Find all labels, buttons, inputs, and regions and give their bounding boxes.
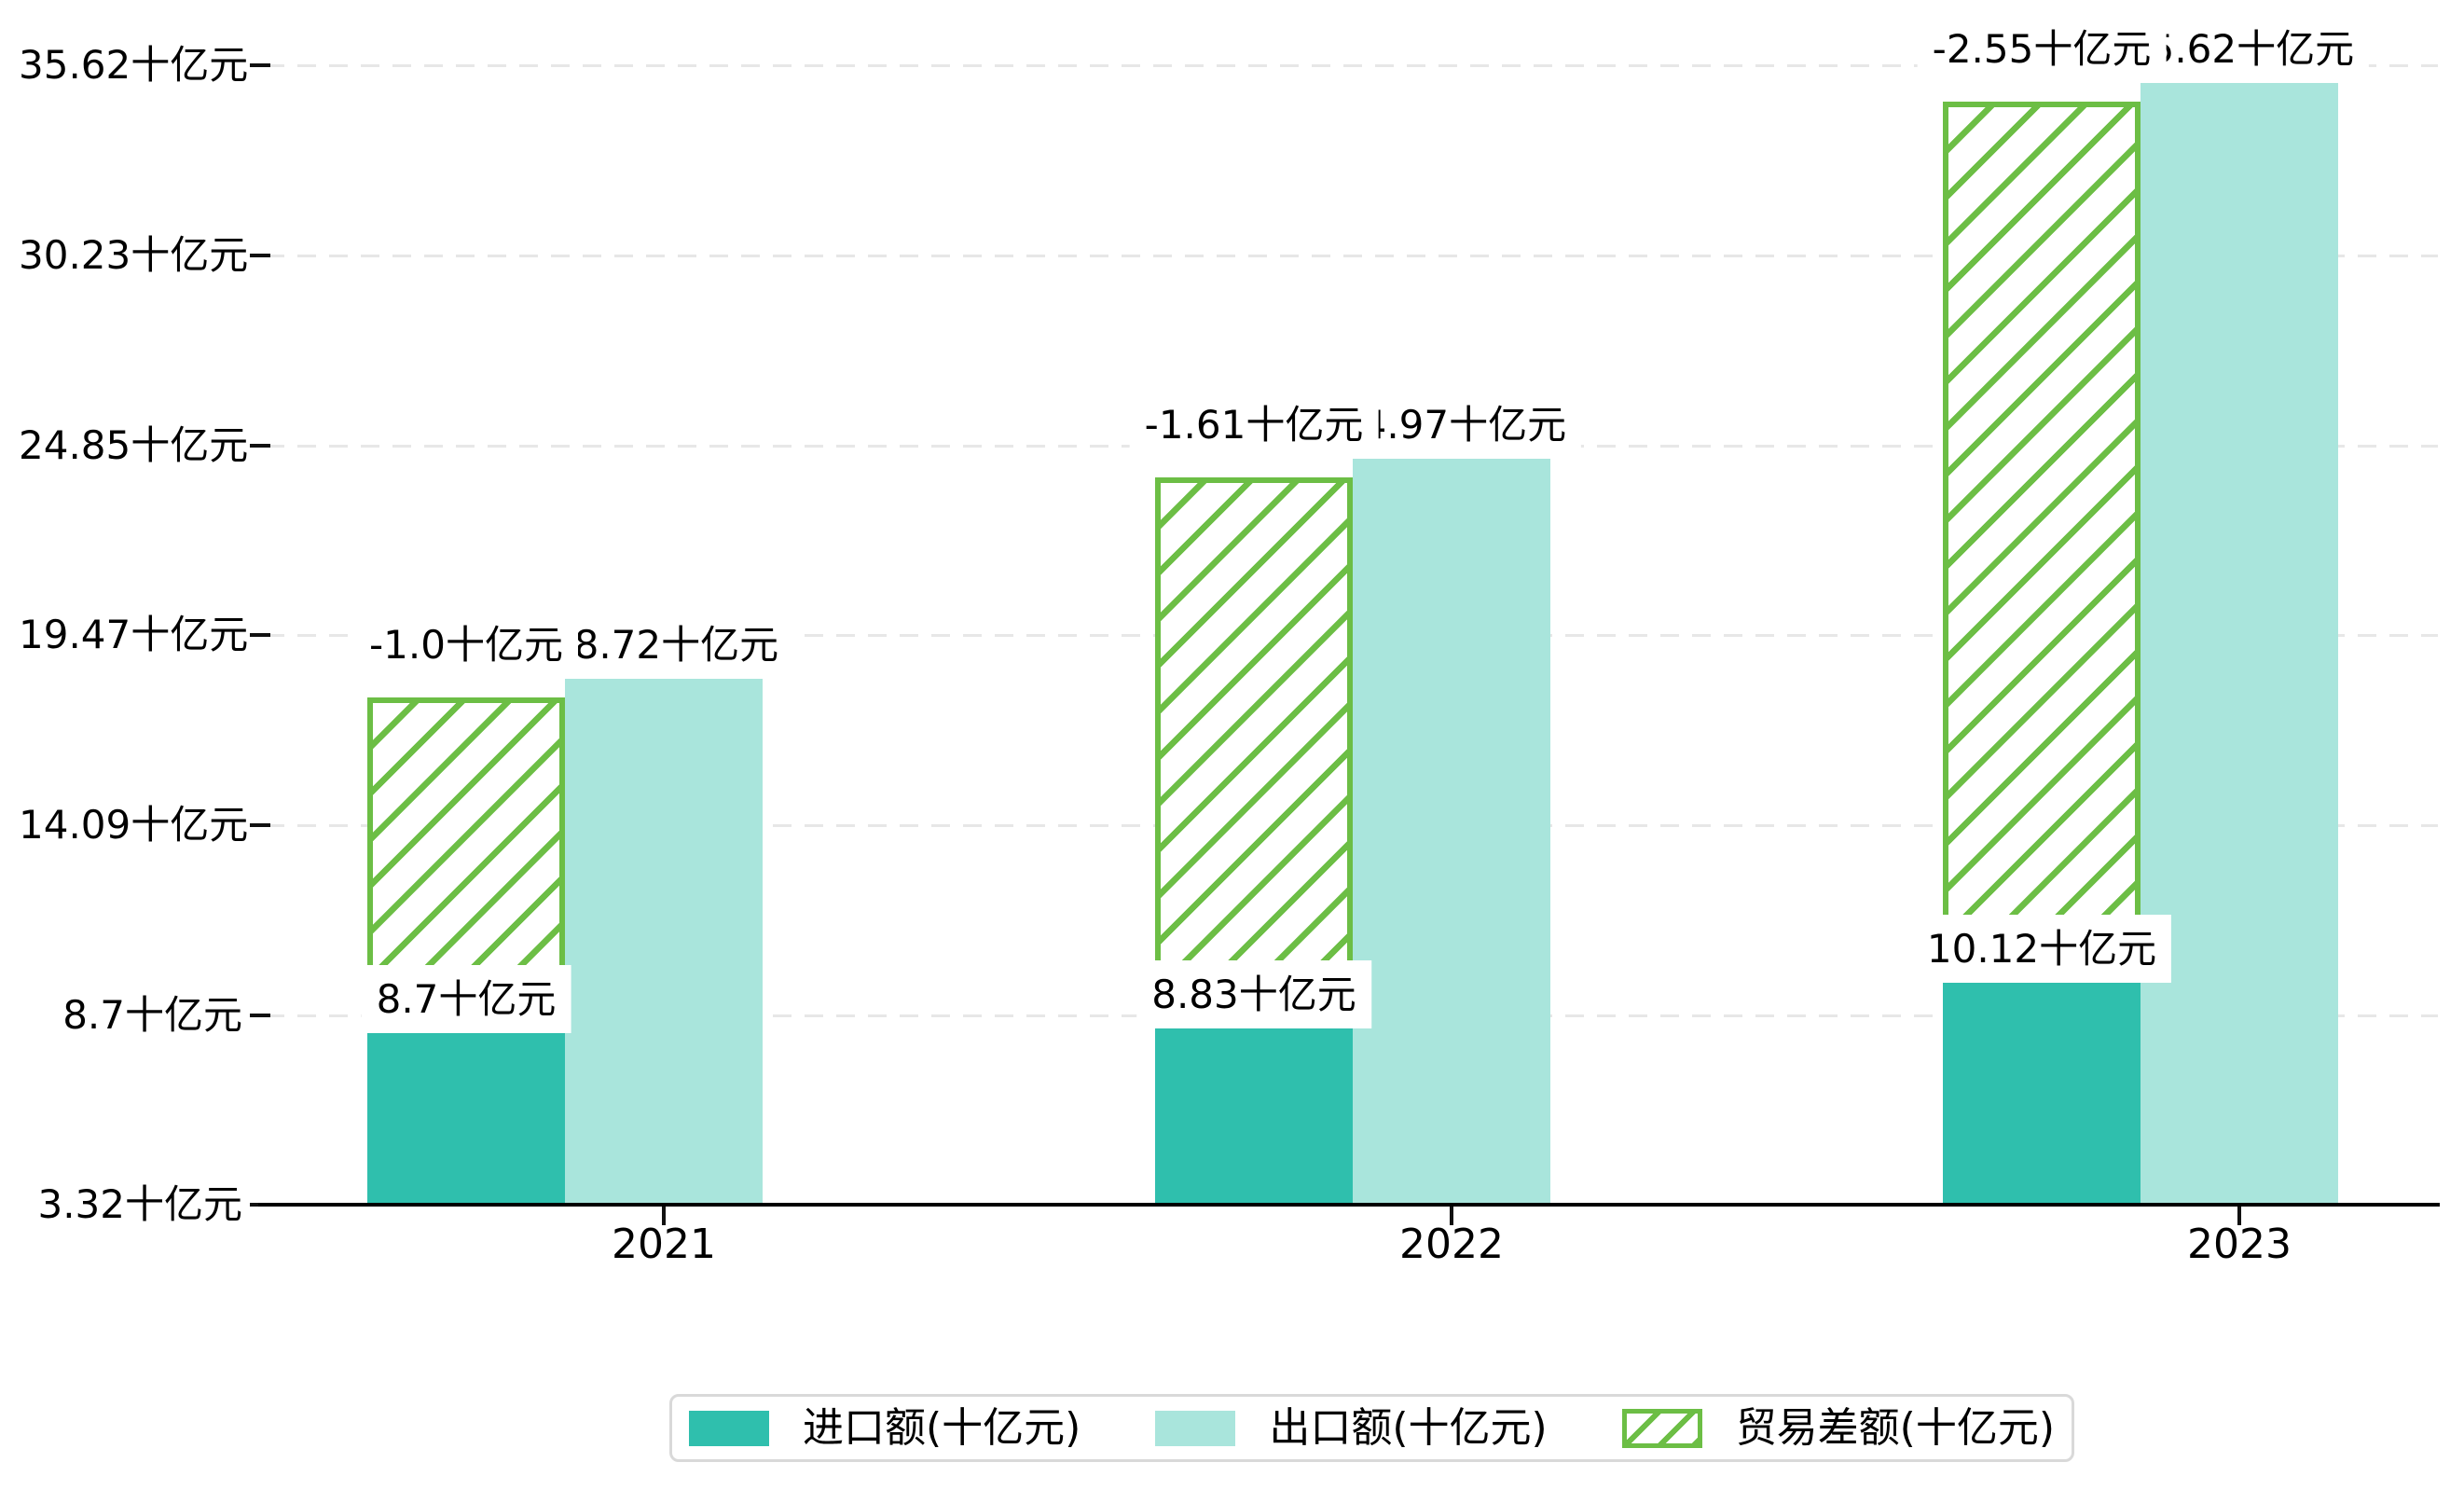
- import-data-label-2023: 10.12十亿元: [1911, 915, 2172, 983]
- export-bar-2023: [2141, 65, 2338, 1205]
- import-bar-2021: [367, 1015, 565, 1205]
- legend-swatch-import-icon: [689, 1410, 769, 1446]
- trade-balance-bar-2022: [1155, 477, 1353, 960]
- x-axis-label-2023: 2023: [2187, 1221, 2292, 1268]
- import-data-label-2022: 8.83十亿元: [1136, 960, 1371, 1028]
- x-axis-tick-mark: [1450, 1207, 1453, 1225]
- legend-item-trade-balance: 贸易差额(十亿元): [1621, 1403, 2056, 1452]
- legend-label-import: 进口额(十亿元): [803, 1403, 1081, 1452]
- y-axis-tick-label: 14.09十亿元: [19, 802, 249, 848]
- x-axis-label-2021: 2021: [612, 1221, 716, 1268]
- legend-item-import: 进口额(十亿元): [689, 1403, 1081, 1452]
- legend-swatch-trade-balance-icon: [1621, 1408, 1702, 1448]
- x-axis-label-2022: 2022: [1399, 1221, 1504, 1268]
- trade-balance-data-label-2022: -1.61十亿元: [1129, 391, 1379, 459]
- y-axis-tick-label: 30.23十亿元: [19, 232, 249, 278]
- export-bar-2021: [565, 661, 763, 1205]
- trade-balance-bar-2021: [367, 697, 565, 965]
- x-axis-tick-mark: [662, 1207, 666, 1225]
- trade-balance-bar-2023: [1943, 102, 2141, 915]
- import-bar-2022: [1155, 1011, 1353, 1205]
- import-bar-2023: [1943, 965, 2141, 1205]
- y-axis-tick-mark: [250, 63, 270, 67]
- y-axis-tick-label: 3.32十亿元: [37, 1181, 242, 1227]
- export-data-label-2021: 18.72十亿元: [533, 611, 794, 679]
- trade-balance-data-label-2023: -2.55十亿元: [1917, 15, 2167, 83]
- x-axis-tick-mark: [2237, 1207, 2241, 1225]
- legend-label-trade-balance: 贸易差额(十亿元): [1735, 1403, 2056, 1452]
- y-axis-tick-label: 35.62十亿元: [19, 42, 249, 88]
- y-axis-tick-label: 19.47十亿元: [19, 612, 249, 657]
- legend: 进口额(十亿元) 出口额(十亿元) 贸易差额(十亿元): [669, 1394, 2075, 1462]
- legend-swatch-export-icon: [1155, 1410, 1236, 1446]
- y-axis-tick-mark: [250, 823, 270, 827]
- y-axis-tick-mark: [250, 254, 270, 257]
- y-axis-tick-mark: [250, 633, 270, 637]
- trade-balance-data-label-2021: -1.0十亿元: [354, 611, 578, 679]
- legend-label-export: 出口额(十亿元): [1269, 1403, 1548, 1452]
- y-axis-tick-mark: [250, 444, 270, 448]
- gridline: [266, 255, 2438, 257]
- y-axis-tick-mark: [250, 1014, 270, 1017]
- export-bar-2022: [1353, 441, 1550, 1205]
- legend-item-export: 出口额(十亿元): [1155, 1403, 1548, 1452]
- y-axis-tick-label: 8.7十亿元: [62, 992, 242, 1038]
- x-axis-line: [258, 1203, 2440, 1207]
- import-data-label-2021: 8.7十亿元: [361, 965, 571, 1033]
- gridline: [266, 64, 2438, 67]
- y-axis-tick-label: 24.85十亿元: [19, 422, 249, 468]
